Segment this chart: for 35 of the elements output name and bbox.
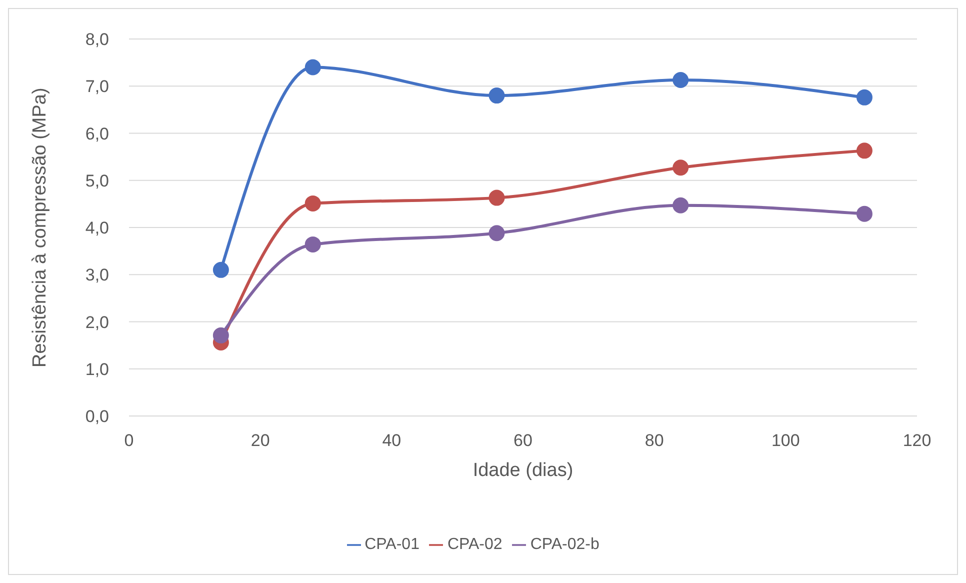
point — [304, 59, 321, 76]
y-tick-label: 6,0 — [85, 124, 109, 144]
x-tick-label: 40 — [382, 431, 402, 450]
x-axis-title: Idade (dias) — [472, 460, 574, 481]
point — [304, 236, 321, 252]
point — [856, 206, 872, 222]
point — [488, 190, 505, 206]
x-tick-label: 100 — [771, 431, 800, 450]
y-tick-label: 4,0 — [85, 218, 109, 238]
point — [672, 160, 689, 176]
y-axis-title: Resistência à compressão (MPa) — [30, 88, 51, 368]
x-tick-label: 0 — [124, 431, 134, 450]
y-tick-label: 7,0 — [85, 77, 109, 96]
point — [212, 262, 229, 278]
x-tick-label: 120 — [902, 431, 932, 450]
point — [488, 225, 505, 242]
y-tick-label: 8,0 — [85, 30, 109, 50]
legend-label: CPA-02 — [447, 536, 502, 553]
legend-label: CPA-02-b — [530, 536, 600, 553]
y-tick-label: 5,0 — [85, 171, 109, 190]
y-tick-label: 3,0 — [85, 266, 109, 285]
y-tick-label: 1,0 — [85, 360, 109, 379]
x-tick-label: 20 — [250, 431, 270, 450]
y-tick-label: 2,0 — [85, 312, 109, 332]
point — [856, 142, 872, 159]
y-tick-label: 0,0 — [85, 407, 109, 426]
point — [212, 327, 229, 344]
point — [672, 197, 689, 214]
x-tick-label: 60 — [514, 431, 532, 450]
point — [488, 88, 505, 104]
point — [672, 72, 689, 88]
x-tick-label: 80 — [644, 431, 664, 450]
point — [856, 89, 872, 106]
legend-label: CPA-01 — [364, 536, 420, 553]
point — [304, 195, 321, 212]
